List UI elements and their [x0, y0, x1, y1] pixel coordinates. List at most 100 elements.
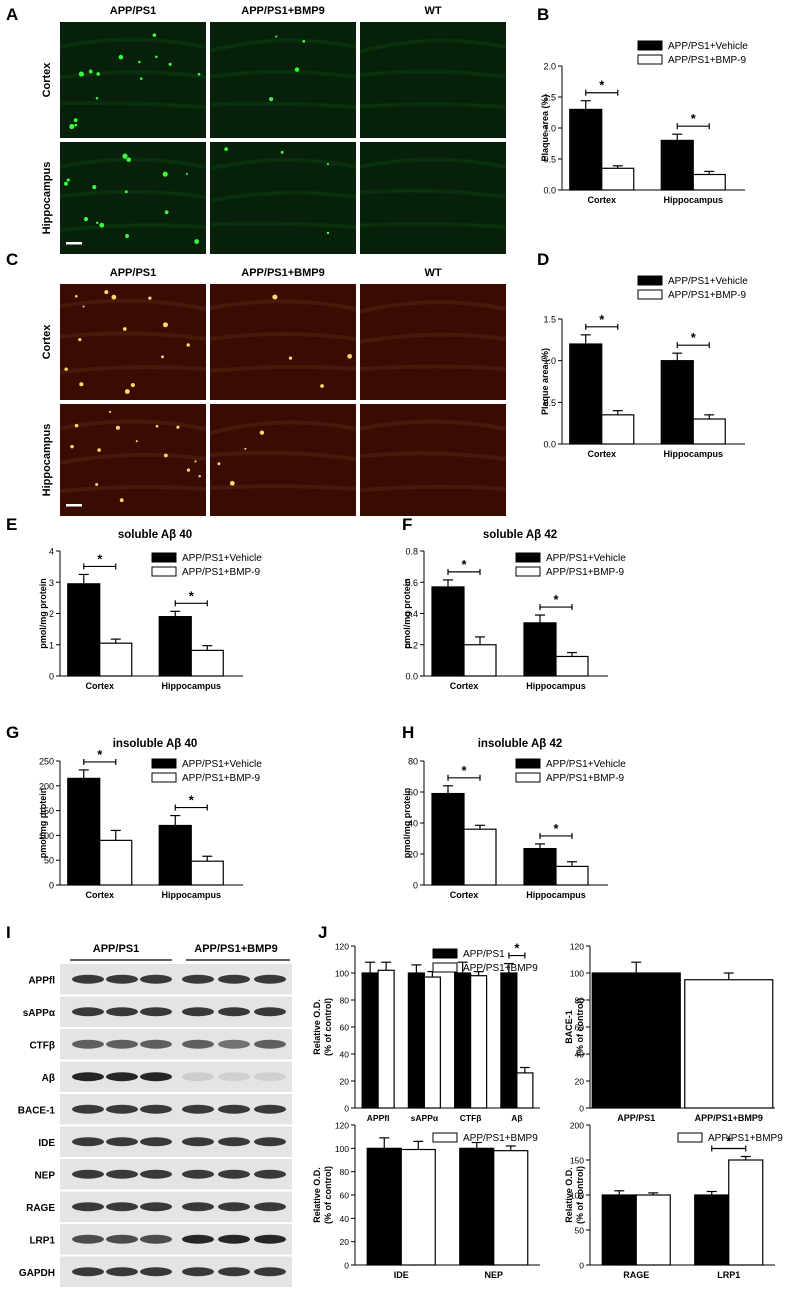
y-tick-label: 200: [570, 1121, 584, 1131]
bar: [459, 1147, 495, 1266]
blot-band: [254, 1007, 286, 1017]
y-tick-label: 150: [39, 806, 54, 816]
tile-background: [60, 142, 206, 254]
x-tick-label: Hippocampus: [663, 195, 723, 205]
micrograph-tile: [359, 142, 507, 254]
bar: [555, 655, 589, 677]
legend-label: APP/PS1+Vehicle: [182, 553, 262, 564]
blot-band: [72, 1039, 104, 1049]
y-tick-label: 0.0: [405, 672, 418, 682]
tissue-band: [209, 332, 357, 341]
legend-swatch: [515, 758, 541, 769]
legend-swatch: [432, 948, 458, 959]
y-tick-label: 4: [49, 547, 54, 557]
tile-background: [60, 22, 206, 138]
tissue-band: [359, 157, 507, 169]
tissue-band: [59, 70, 207, 80]
blot-row-label: BACE-1: [18, 1105, 56, 1116]
bar: [660, 139, 694, 191]
plaque-dot: [198, 474, 201, 478]
plaque-dot: [197, 72, 201, 76]
legend-label: APP/PS1+Vehicle: [182, 759, 262, 770]
legend-label: APP/PS1+Vehicle: [668, 41, 748, 52]
blot-band: [140, 974, 172, 984]
legend-label: APP/PS1+BMP-9: [546, 773, 625, 784]
x-tick-label: Hippocampus: [161, 890, 221, 900]
y-tick-label: 3: [49, 578, 54, 588]
bar: [431, 792, 465, 886]
significance-star: *: [599, 78, 605, 93]
legend-swatch: [637, 40, 663, 51]
group-label: APP/PS1: [93, 943, 139, 955]
y-tick-label: 50: [575, 1226, 585, 1236]
tissue-band: [209, 69, 357, 79]
tissue-band: [359, 69, 507, 79]
plaque-dot: [124, 389, 130, 394]
blot-band: [140, 1104, 172, 1114]
micrograph-tile: [59, 284, 207, 400]
panel-letter-f: F: [402, 515, 412, 534]
x-tick-label: APPfl: [367, 1113, 390, 1123]
y-tick-label: 20: [408, 850, 418, 860]
tissue-band: [59, 365, 207, 374]
panel-letter-d: D: [537, 250, 549, 269]
tissue-band: [209, 157, 357, 171]
legend-swatch: [432, 962, 458, 973]
row-label: Hippocampus: [41, 162, 53, 235]
blot-row-label: LRP1: [29, 1235, 55, 1246]
tissue-band: [209, 484, 357, 491]
x-tick-label: APP/PS1+BMP9: [695, 1113, 763, 1123]
bar: [601, 167, 635, 191]
blot-row-label: sAPPα: [23, 1008, 56, 1019]
legend-label: APP/PS1: [463, 949, 505, 960]
tissue-band: [209, 364, 357, 374]
y-tick-label: 200: [39, 781, 54, 791]
x-tick-label: Cortex: [587, 195, 616, 205]
significance-star: *: [599, 312, 605, 327]
tissue-band: [359, 102, 507, 109]
column-label: APP/PS1+BMP9: [241, 267, 324, 279]
y-tick-label: 0: [49, 672, 54, 682]
blot-band: [140, 1234, 172, 1244]
legend-label: APP/PS1+Vehicle: [546, 553, 626, 564]
bar: [493, 1150, 529, 1266]
significance-star: *: [553, 592, 559, 607]
plaque-dot: [122, 327, 127, 331]
panel-letter-j: J: [318, 923, 327, 942]
y-tick-label: 120: [335, 1121, 349, 1131]
chart-E: 0 1 2 3 4 pmol/mg protein soluble Aβ 40 Cortex *…: [38, 529, 262, 691]
bar: [190, 860, 224, 886]
plaque-dot: [185, 172, 188, 176]
chart-J4: 0 50 100 150 200 Relative O.D. (% of control) R…: [564, 1121, 783, 1281]
blot-band: [182, 1202, 214, 1212]
column-label: APP/PS1+BMP9: [241, 5, 324, 17]
y-tick-label: 0.0: [543, 186, 556, 196]
bar: [158, 616, 192, 677]
y-tick-label: 20: [575, 1077, 585, 1087]
row-label: Cortex: [41, 62, 53, 98]
legend-swatch: [637, 54, 663, 65]
blot-row-label: Aβ: [42, 1073, 55, 1084]
bar: [694, 1194, 730, 1266]
bar: [423, 976, 441, 1109]
y-tick-label: 120: [570, 942, 584, 952]
y-axis-label: pmol/mg protein: [402, 578, 412, 649]
row-label: Cortex: [41, 324, 53, 360]
plaque-dot: [97, 448, 101, 452]
significance-star: *: [514, 941, 520, 956]
scale-bar: [66, 504, 82, 507]
blot-band: [254, 974, 286, 984]
significance-star: *: [461, 763, 467, 778]
significance-star: *: [691, 111, 697, 126]
blot-band: [106, 1039, 138, 1049]
plaque-dot: [82, 305, 85, 308]
y-axis-label: Plaque area (%): [540, 94, 550, 161]
legend-swatch: [637, 275, 663, 286]
blot-band: [254, 1169, 286, 1179]
y-axis-label: (% of control): [575, 1166, 585, 1224]
legend-label: APP/PS1+BMP9: [463, 963, 538, 974]
bar: [431, 586, 465, 677]
bar: [516, 1072, 534, 1109]
tissue-band: [359, 484, 507, 493]
y-axis-label: Plaque area (%): [540, 348, 550, 415]
